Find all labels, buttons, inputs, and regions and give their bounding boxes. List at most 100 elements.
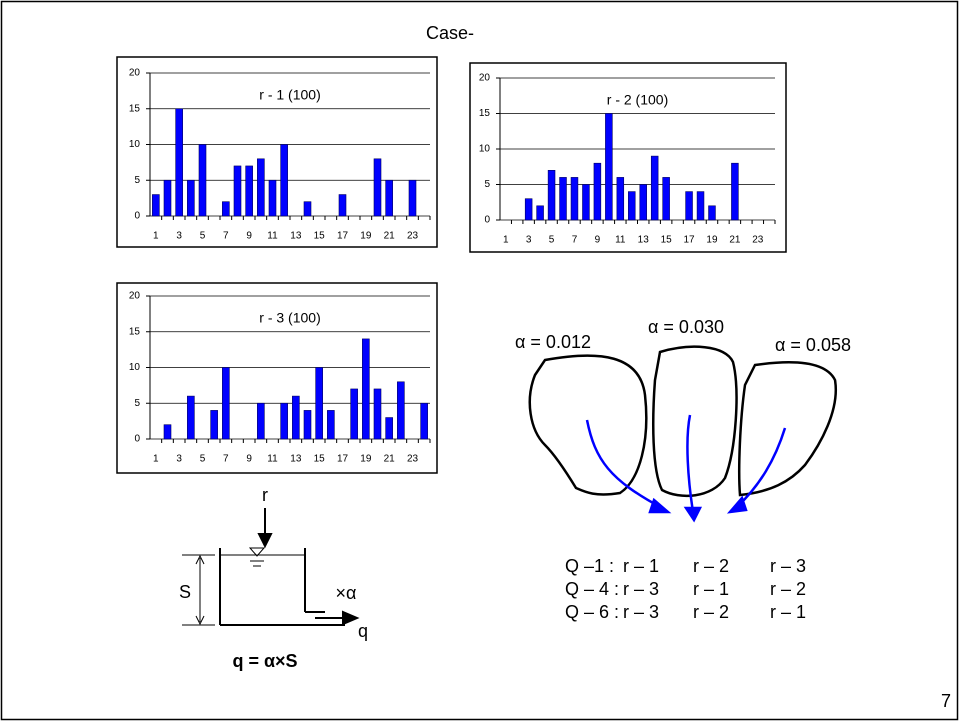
bar <box>280 402 288 440</box>
x-tick-label: 5 <box>200 231 206 242</box>
x-tick-label: 11 <box>267 454 278 465</box>
x-tick-label: 21 <box>384 454 396 465</box>
y-tick-label: 10 <box>129 362 141 373</box>
x-tick-label: 1 <box>153 454 159 465</box>
y-tick-label: 5 <box>134 175 140 186</box>
case-text: r – 2 <box>693 556 729 576</box>
tank-output: q <box>358 621 368 641</box>
y-tick-label: 10 <box>129 139 141 150</box>
arrow-head <box>342 610 360 626</box>
x-tick-label: 17 <box>684 235 696 246</box>
x-tick-label: 13 <box>290 231 302 242</box>
x-tick-label: 21 <box>384 231 396 242</box>
case-text: r – 3 <box>623 579 659 599</box>
y-tick-label: 20 <box>129 68 141 79</box>
x-tick-label: 7 <box>223 231 229 242</box>
chart-title: r - 2 (100) <box>607 91 668 107</box>
case-text: r – 3 <box>623 602 659 622</box>
x-tick-label: 11 <box>615 235 626 246</box>
case-text: Q – 6 : <box>565 602 619 622</box>
case-text: r – 1 <box>693 579 729 599</box>
bar <box>257 158 265 217</box>
bar <box>570 177 579 221</box>
bar <box>397 381 405 440</box>
catchment <box>737 361 838 497</box>
bar <box>245 165 253 217</box>
bar <box>731 162 739 221</box>
x-tick-label: 15 <box>661 235 673 246</box>
chart-frame <box>116 56 438 248</box>
x-tick-label: 23 <box>752 235 764 246</box>
case-text: Q – 4 : <box>565 579 619 599</box>
arrow-head <box>683 506 703 523</box>
bar <box>187 395 195 440</box>
bar <box>385 179 393 217</box>
bar <box>373 388 382 440</box>
bar <box>639 184 647 221</box>
x-tick-label: 15 <box>314 454 326 465</box>
x-tick-label: 19 <box>706 235 718 246</box>
bar <box>373 158 382 217</box>
x-tick-label: 17 <box>337 231 349 242</box>
x-tick-label: 13 <box>290 454 302 465</box>
bar <box>187 179 195 217</box>
slide-title: Case- <box>426 23 474 43</box>
alpha-label: α = 0.012 <box>515 332 591 352</box>
tank <box>182 508 360 626</box>
case-text: r – 2 <box>693 602 729 622</box>
x-tick-label: 1 <box>153 231 159 242</box>
y-tick-label: 15 <box>129 103 141 114</box>
bar <box>257 402 265 440</box>
x-tick-label: 5 <box>549 235 555 246</box>
arrow-head <box>195 615 205 626</box>
y-tick-label: 0 <box>484 215 490 226</box>
bar <box>547 170 556 221</box>
bar <box>198 144 207 217</box>
bar <box>233 165 242 217</box>
bar <box>280 144 288 217</box>
bar <box>175 108 183 217</box>
bar <box>163 179 172 217</box>
y-tick-label: 20 <box>129 291 141 302</box>
bar <box>222 201 230 217</box>
x-tick-label: 21 <box>729 235 741 246</box>
x-tick-label: 9 <box>246 454 252 465</box>
x-tick-label: 7 <box>223 454 229 465</box>
bar <box>708 205 716 221</box>
x-tick-label: 1 <box>503 235 509 246</box>
bar <box>593 162 602 221</box>
bar <box>385 417 393 440</box>
x-tick-label: 11 <box>267 231 278 242</box>
case-text: Q –1 : <box>565 556 614 576</box>
case-text: r – 3 <box>770 556 806 576</box>
y-tick-label: 15 <box>129 326 141 337</box>
bar <box>420 402 428 440</box>
x-tick-label: 9 <box>246 231 252 242</box>
bar <box>616 177 625 221</box>
bar <box>292 395 300 440</box>
bar <box>268 179 277 217</box>
bar <box>650 155 659 221</box>
bar <box>628 191 636 221</box>
x-tick-label: 19 <box>360 454 372 465</box>
bar <box>582 184 590 221</box>
bar <box>338 194 347 217</box>
arrow-head <box>726 495 748 514</box>
flow-path <box>686 414 695 513</box>
y-tick-label: 5 <box>484 179 490 190</box>
bar <box>605 113 613 221</box>
case-text: r – 2 <box>770 579 806 599</box>
x-tick-label: 19 <box>360 231 372 242</box>
x-tick-label: 13 <box>638 235 650 246</box>
y-tick-label: 20 <box>479 73 491 84</box>
bar <box>315 367 323 440</box>
x-tick-label: 9 <box>595 235 601 246</box>
bar <box>303 201 312 217</box>
bar <box>222 367 230 440</box>
bar <box>524 198 533 221</box>
page-number: 7 <box>941 691 951 711</box>
arrow-head <box>195 554 205 565</box>
y-tick-label: 0 <box>134 211 140 222</box>
bar <box>152 194 160 217</box>
